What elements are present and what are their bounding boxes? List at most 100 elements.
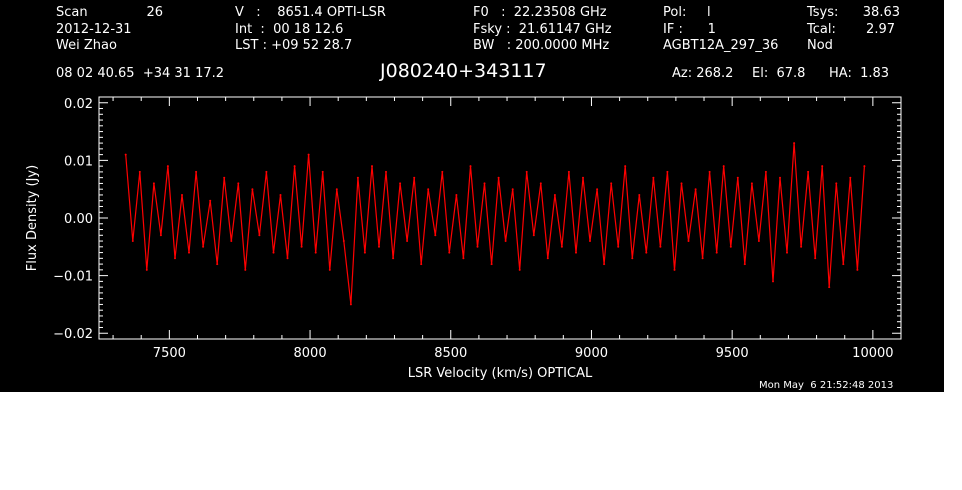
spectrum-point: [673, 268, 676, 271]
spectrum-point: [216, 263, 219, 266]
spectrum-point: [546, 257, 549, 260]
spectrum-point: [202, 245, 205, 248]
scan-label: Scan: [56, 5, 88, 20]
y-tick-label: 0.01: [64, 154, 93, 169]
spectrum-point: [166, 165, 169, 168]
spectrum-point: [567, 170, 570, 173]
spectrum-point: [371, 165, 373, 168]
spectrum-point: [786, 251, 788, 254]
spectrum-point: [849, 176, 852, 179]
spectrum-point: [708, 170, 711, 173]
spectrum-point: [504, 240, 507, 242]
tsys-label: Tsys:: [807, 5, 839, 20]
spectrum-point: [188, 251, 190, 254]
observing-mode: Nod: [807, 38, 833, 53]
spectrum-point: [363, 251, 366, 254]
tsys-value: 38.63: [862, 5, 900, 20]
y-axis-label: Flux Density (Jy): [25, 165, 40, 271]
x-tick-label: 8500: [434, 346, 467, 361]
spectrum-point: [863, 165, 866, 168]
spectrum-point: [624, 165, 627, 168]
spectrum-point: [321, 170, 324, 173]
spectrum-point: [420, 263, 423, 266]
spectrum-point: [483, 182, 486, 185]
spectrum-point: [814, 257, 817, 260]
spectrum-point: [392, 257, 395, 260]
trace-layer: [124, 142, 866, 306]
spectrum-point: [434, 234, 437, 237]
spectrum-point: [223, 176, 226, 179]
spectrum-point: [729, 245, 732, 248]
source-coordinates: 08 02 40.65 +34 31 17.2: [56, 66, 225, 81]
spectrum-point: [469, 165, 472, 168]
spectrum-point: [842, 263, 845, 266]
spectrum-point: [441, 170, 444, 173]
azimuth: Az: 268.2: [672, 66, 734, 81]
x-axis-label: LSR Velocity (km/s) OPTICAL: [408, 366, 593, 381]
spectrum-point: [138, 170, 141, 173]
spectrum-point: [462, 257, 465, 260]
spectrum-point: [800, 245, 803, 248]
plot-frame: [98, 96, 902, 340]
spectrum-point: [680, 182, 683, 185]
spectrum-point: [659, 245, 662, 248]
spectrum-point: [652, 176, 655, 179]
spectrum-point: [560, 245, 563, 248]
x-tick-label: 9000: [575, 346, 608, 361]
spectrum-point: [385, 170, 387, 173]
spectrum-point: [174, 257, 176, 260]
spectrum-point: [349, 303, 352, 306]
spectrum-point: [610, 182, 613, 185]
y-tick-label: 0.00: [64, 212, 93, 227]
spectrum-point: [497, 176, 500, 179]
spectrum-point: [582, 176, 584, 179]
project-id: AGBT12A_297_36: [663, 38, 779, 53]
spectrum-point: [230, 240, 233, 242]
observer-name: Wei Zhao: [56, 38, 117, 53]
spectrum-point: [743, 263, 746, 266]
spectrum-point: [124, 153, 127, 156]
tcal-label: Tcal:: [807, 22, 836, 37]
elevation: El: 67.8: [752, 66, 806, 81]
x-tick-label: 9500: [716, 346, 749, 361]
spectrum-point: [131, 240, 134, 242]
scan-number: 26: [146, 5, 163, 20]
spectrum-point: [701, 257, 704, 260]
spectrum-point: [455, 194, 458, 196]
spectrum-point: [596, 188, 599, 191]
spectrum-point: [694, 188, 697, 191]
spectrum-point: [750, 182, 753, 185]
x-tick-label: 8000: [294, 346, 327, 361]
spectrum-point: [645, 251, 648, 254]
x-tick-label: 10000: [852, 346, 893, 361]
spectrum-point: [209, 199, 212, 202]
spectrum-point: [335, 188, 338, 191]
rest-frequency: F0 : 22.23508 GHz: [473, 5, 607, 20]
hour-angle: HA: 1.83: [829, 66, 890, 81]
spectrum-point: [736, 176, 739, 179]
sky-frequency: Fsky : 21.61147 GHz: [473, 22, 612, 37]
spectrum-point: [427, 188, 430, 191]
spectrum-point: [314, 251, 317, 254]
spectrum-point: [779, 176, 781, 179]
y-tick-label: −0.02: [53, 327, 93, 342]
spectrum-point: [448, 251, 451, 254]
if-number: IF : 1: [663, 22, 716, 37]
plot-panel: Scan 26 V : 8651.4 OPTI-LSR F0 : 22.2350…: [0, 0, 944, 392]
tcal-value: 2.97: [866, 22, 895, 37]
spectrum-point: [603, 263, 606, 266]
spectrum-point: [553, 194, 556, 196]
spectrum-point: [490, 263, 493, 266]
spectrum-point: [286, 257, 289, 260]
spectrum-point: [272, 251, 275, 254]
spectrum-point: [378, 245, 380, 248]
spectrum-point: [518, 268, 521, 271]
spectrum-point: [764, 170, 767, 173]
spectrum-point: [532, 234, 535, 237]
spectrum-point: [145, 268, 148, 271]
spectrum-point: [476, 245, 479, 248]
bandwidth: BW : 200.0000 MHz: [473, 38, 610, 53]
spectrum-point: [722, 165, 725, 168]
tick-layer: 7500 8000 8500 9000 9500 10000 −0.02 −0.01 0.00 0…: [53, 97, 902, 361]
spectrum-point: [328, 268, 331, 271]
